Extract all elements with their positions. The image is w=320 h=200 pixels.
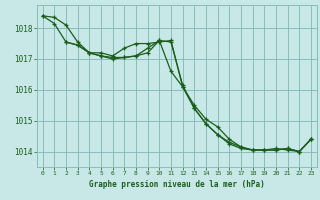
X-axis label: Graphe pression niveau de la mer (hPa): Graphe pression niveau de la mer (hPa) (89, 180, 265, 189)
